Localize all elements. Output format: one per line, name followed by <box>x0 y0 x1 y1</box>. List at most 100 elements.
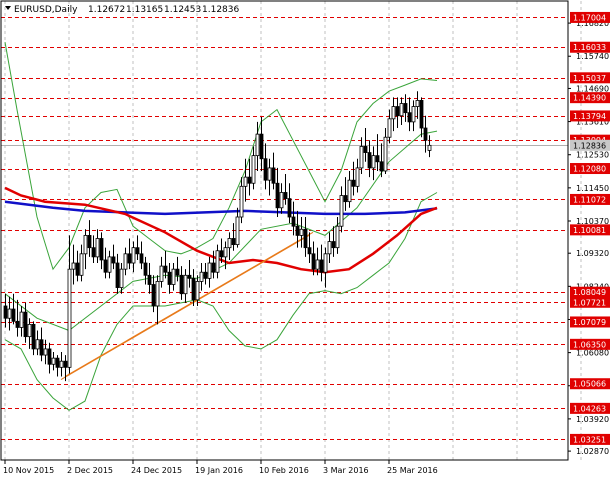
ma-blue-line <box>4 200 438 216</box>
level-label-text: 1.08049 <box>573 288 606 297</box>
level-label-box <box>570 402 610 414</box>
candle-body-bull <box>27 323 32 338</box>
time-axis: 10 Nov 2015 2 Dec 2015 24 Dec 2015 19 Jan 2… <box>3 460 438 475</box>
candle-body-bull <box>19 311 24 328</box>
candle-body-bear <box>135 247 140 255</box>
level-label-text: 1.04263 <box>573 404 606 413</box>
candle-body-bull <box>371 155 376 169</box>
level-label-box <box>570 110 610 122</box>
plot-frame <box>0 0 569 461</box>
candle-body-bear <box>127 253 132 264</box>
trendline <box>60 234 310 381</box>
candle-body-bear <box>231 238 236 246</box>
candle-body-bear <box>15 320 20 328</box>
candle-body-bull <box>415 100 420 107</box>
candle-body-bear <box>263 158 268 181</box>
candle-body-bull <box>159 265 164 282</box>
candle-body-bear <box>191 277 196 301</box>
ohlc-high: 1.13165 <box>126 5 163 15</box>
level-label-box <box>570 41 610 53</box>
candle-body-bear <box>111 256 116 264</box>
candle-body-bull <box>95 238 100 258</box>
level-label-box <box>570 224 610 236</box>
candle-body-bear <box>23 311 28 338</box>
current-price-text: 1.12836 <box>573 141 606 150</box>
candle-body-bull <box>235 216 240 246</box>
candle-body-bear <box>47 348 52 365</box>
candle-body-bear <box>419 100 424 129</box>
candle-body-bull <box>7 308 12 319</box>
candle-body-bear <box>147 274 152 285</box>
price-tick-label: 1.03920 <box>576 415 609 424</box>
candle-body-bear <box>319 259 324 273</box>
candle-body-bear <box>3 305 8 319</box>
level-label-text: 1.06350 <box>573 340 606 349</box>
candle-body-bear <box>291 216 296 227</box>
price-tick-label: 1.14690 <box>576 84 609 93</box>
candle-body-bull <box>223 247 228 258</box>
level-label-text: 1.12080 <box>573 165 606 174</box>
level-label-text: 1.03251 <box>573 435 606 444</box>
candle-body-bear <box>39 339 44 356</box>
candle-body-bear <box>139 253 144 264</box>
price-tick-label: 1.11450 <box>576 184 609 193</box>
bollinger-upper-line <box>4 42 438 271</box>
level-label-text: 1.10081 <box>573 226 606 235</box>
candle-body-bear <box>175 268 180 276</box>
candle-body-bear <box>351 179 356 187</box>
collapse-triangle-icon[interactable] <box>5 6 11 10</box>
candle-body-bear <box>179 274 184 295</box>
horizontal-levels <box>1 17 568 440</box>
candle-body-bear <box>275 182 280 209</box>
time-tick-label: 25 Mar 2016 <box>387 466 438 475</box>
price-tick-label: 1.12530 <box>576 151 609 160</box>
price-tick-label: 1.02870 <box>576 447 609 456</box>
candle-body-bear <box>375 155 380 163</box>
price-tick-label: 1.06080 <box>576 349 609 358</box>
candle-body-bear <box>259 133 264 160</box>
level-label-text: 1.14390 <box>573 94 606 103</box>
level-label-text: 1.07079 <box>573 318 606 327</box>
candle-body-bear <box>247 176 252 184</box>
level-label-text: 1.15037 <box>573 74 606 83</box>
candle-body-bear <box>331 241 336 249</box>
price-tick-label: 1.10370 <box>576 217 609 226</box>
candle-body-bull <box>243 176 248 187</box>
candle-body-bear <box>395 106 400 117</box>
level-label-text: 1.13794 <box>573 112 606 121</box>
candle-body-bear <box>363 146 368 153</box>
candle-body-bear <box>423 127 428 141</box>
candle-body-bull <box>171 268 176 285</box>
level-label-box <box>570 378 610 390</box>
candle-body-bull <box>383 136 388 172</box>
candle-body-bull <box>267 167 272 181</box>
candle-body-bear <box>167 271 172 285</box>
candle-body-bear <box>303 228 308 249</box>
candle-body-bull <box>215 250 220 273</box>
candle-body-bear <box>367 152 372 169</box>
candle-body-bull <box>411 106 416 123</box>
candle-body-bull <box>195 281 200 301</box>
candle-body-bear <box>11 308 16 322</box>
candle-body-bear <box>407 112 412 123</box>
level-label-text: 1.16033 <box>573 43 606 52</box>
level-label-box <box>570 92 610 104</box>
candle-body-bull <box>123 253 128 270</box>
candle-body-bear <box>343 195 348 203</box>
price-tick-label: 1.09320 <box>576 249 609 258</box>
chart-symbol: EURUSD,Daily <box>14 5 78 15</box>
candle-body-bear <box>151 284 156 307</box>
candle-body-bull <box>227 238 232 249</box>
level-label-box <box>570 193 610 205</box>
level-label-text: 1.11072 <box>573 195 606 204</box>
candle-body-bear <box>283 192 288 199</box>
time-tick-label: 19 Jan 2016 <box>195 466 243 475</box>
candle-body-bear <box>75 262 80 276</box>
price-tick-label: 1.16820 <box>576 19 609 28</box>
price-tick-label: 1.13610 <box>576 118 609 127</box>
moving-averages <box>4 186 438 274</box>
candle-body-bear <box>163 265 168 273</box>
chart-title-group: EURUSD,Daily 1.12672 1.13165 1.12453 1.1… <box>5 5 239 15</box>
candle-body-bear <box>287 198 292 218</box>
